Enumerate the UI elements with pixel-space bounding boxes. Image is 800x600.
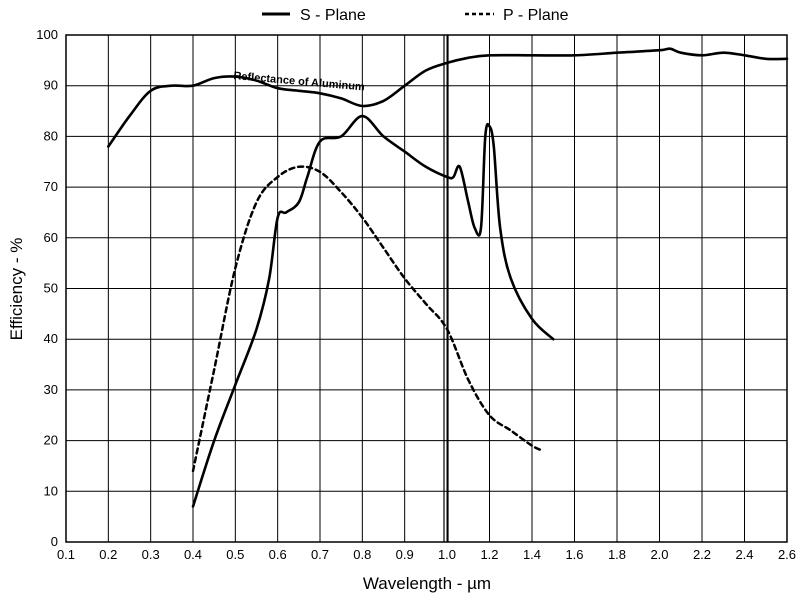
y-tick-label: 40: [44, 331, 58, 346]
x-tick-label: 1.2: [480, 547, 498, 562]
y-tick-label: 20: [44, 433, 58, 448]
y-tick-label: 0: [51, 534, 58, 549]
y-axis-title: Efficiency - %: [7, 238, 26, 341]
axes: [65, 34, 788, 543]
series-lines: [107, 47, 789, 508]
x-tick-label: 0.3: [142, 547, 160, 562]
x-tick-label: 0.5: [226, 547, 244, 562]
x-tick-label: 1.4: [523, 547, 541, 562]
tick-labels: 0.1 0.2 0.3 0.4 0.5 0.6 0.7 0.8 0.9 1.0 1.2 1.4 1.6 1…: [36, 27, 796, 562]
y-tick-label: 100: [36, 27, 58, 42]
aluminum-reflectance-curve: [107, 47, 789, 148]
y-tick-label: 50: [44, 281, 58, 296]
x-tick-label: 1.6: [565, 547, 583, 562]
x-tick-label: 0.9: [396, 547, 414, 562]
y-tick-label: 30: [44, 382, 58, 397]
grid-lines: [65, 34, 788, 543]
legend-s-plane-label: S - Plane: [300, 7, 366, 24]
y-tick-label: 90: [44, 78, 58, 93]
x-tick-label: 0.1: [57, 547, 75, 562]
plot-frame: [65, 34, 788, 543]
y-tick-label: 80: [44, 128, 58, 143]
x-axis-title: Wavelength - µm: [363, 574, 491, 593]
x-tick-label: 2.6: [778, 547, 796, 562]
legend-p-plane-label: P - Plane: [503, 7, 569, 24]
x-tick-label: 0.2: [99, 547, 117, 562]
y-tick-label: 10: [44, 483, 58, 498]
x-tick-label: 1.0: [438, 547, 456, 562]
y-tick-label: 60: [44, 230, 58, 245]
p-plane-curve: [191, 165, 544, 473]
x-tick-label: 2.0: [650, 547, 668, 562]
x-tick-label: 0.8: [353, 547, 371, 562]
s-plane-curve: [191, 114, 555, 508]
x-tick-label: 0.6: [269, 547, 287, 562]
y-tick-label: 70: [44, 179, 58, 194]
x-tick-label: 2.4: [735, 547, 753, 562]
x-tick-label: 2.2: [693, 547, 711, 562]
x-tick-label: 0.7: [311, 547, 329, 562]
x-tick-label: 0.4: [184, 547, 202, 562]
legend: S - Plane P - Plane: [262, 7, 569, 24]
x-tick-label: 1.8: [608, 547, 626, 562]
